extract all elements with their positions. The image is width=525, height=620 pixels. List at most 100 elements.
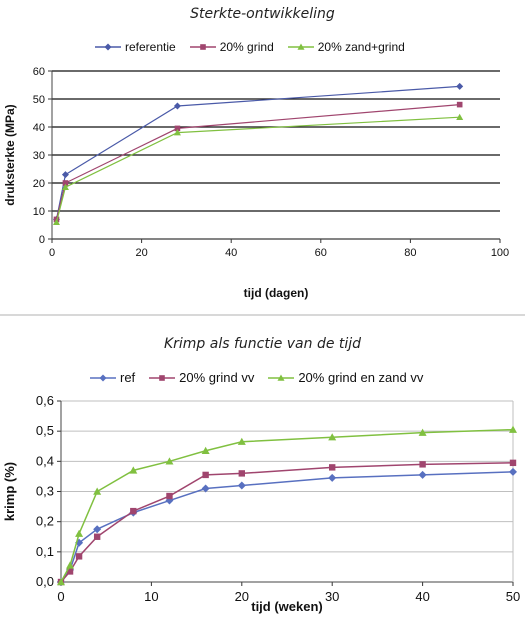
- legend-swatch: [149, 374, 176, 381]
- data-point: [62, 180, 69, 186]
- data-point: [202, 471, 209, 479]
- shrinkage-chart: 0,0 0,1 0,2 0,3 0,4 0,5 0,6 0 10 20 30 40 50 tijd (we…: [2, 393, 520, 614]
- y-tick-label: 0,0: [36, 574, 54, 589]
- series-line: [60, 471, 514, 583]
- series-20-grind-vv: [57, 459, 517, 586]
- y-tick-label: 0: [39, 234, 45, 246]
- legend-item: referentie: [95, 40, 176, 54]
- legend-item: 20% grind vv: [149, 370, 254, 385]
- data-point: [329, 464, 336, 471]
- legend-label: 20% grind vv: [179, 370, 255, 385]
- x-tick-label: 40: [415, 589, 429, 604]
- data-point: [129, 466, 138, 474]
- data-point: [418, 470, 427, 479]
- x-axis-label: tijd (dagen): [244, 286, 309, 300]
- x-tick-label: 20: [235, 589, 249, 604]
- legend-label: referentie: [125, 40, 176, 54]
- series-line: [60, 462, 514, 583]
- data-point: [328, 473, 337, 482]
- y-tick-label: 0,5: [36, 423, 54, 438]
- data-point: [456, 82, 464, 90]
- legend-item: 20% grind: [189, 40, 274, 54]
- x-tick-label: 80: [404, 247, 416, 259]
- data-point: [57, 578, 65, 586]
- data-point: [509, 425, 517, 433]
- data-point: [238, 470, 245, 477]
- chart-legend: referentie 20% grind 20% zand+grind: [95, 40, 405, 54]
- y-tick-label: 0,2: [36, 514, 54, 529]
- data-point: [61, 183, 69, 190]
- y-tick-label: 0,3: [36, 484, 54, 499]
- series-line: [60, 428, 514, 583]
- legend-swatch: [287, 43, 314, 50]
- y-tick-label: 50: [33, 94, 45, 106]
- legend-swatch: [268, 374, 295, 381]
- legend-swatch: [189, 44, 216, 50]
- series-referentie: [52, 82, 464, 223]
- data-point: [165, 457, 174, 465]
- strength-chart-panel: Sterkte-ontwikkeling referentie 20% grind…: [3, 6, 509, 300]
- x-tick-label: 20: [135, 247, 147, 259]
- series-ref: [57, 467, 517, 586]
- data-point: [456, 101, 463, 108]
- y-axis-label: druksterkte (MPa): [3, 104, 17, 205]
- x-axis-label: tijd (weken): [251, 599, 323, 614]
- legend-label: 20% grind: [219, 40, 274, 54]
- y-tick-label: 0,4: [36, 453, 54, 468]
- legend-item: 20% zand+grind: [287, 40, 405, 54]
- data-point: [456, 113, 464, 120]
- series-line: [55, 104, 460, 220]
- data-point: [165, 496, 174, 505]
- data-point: [237, 437, 246, 445]
- y-tick-label: 10: [33, 206, 45, 218]
- data-point: [418, 428, 427, 436]
- data-point: [328, 433, 337, 441]
- series-20-zand-grind: [52, 113, 464, 225]
- y-tick-label: 40: [33, 122, 45, 134]
- data-point: [509, 467, 517, 476]
- data-point: [93, 487, 102, 495]
- x-tick-label: 30: [325, 589, 339, 604]
- data-point: [201, 446, 210, 454]
- data-point: [130, 507, 137, 515]
- y-axis-label: krimp (%): [2, 462, 17, 521]
- legend-label: 20% zand+grind: [317, 40, 405, 54]
- divider: [0, 314, 525, 316]
- y-tick-label: 30: [33, 150, 45, 162]
- x-tick-label: 60: [315, 247, 327, 259]
- data-point: [509, 459, 517, 467]
- series-20-grind-en-zand-vv: [57, 425, 517, 586]
- x-tick-label: 100: [491, 247, 509, 259]
- series-line: [55, 116, 460, 223]
- y-tick-label: 0,1: [36, 544, 54, 559]
- shrinkage-chart-panel: Krimp als functie van de tijd ref 20% gri…: [0, 320, 525, 620]
- y-tick-label: 0,6: [36, 393, 54, 408]
- data-point: [93, 533, 101, 540]
- chart-legend: ref 20% grind vv 20% grind en zand vv: [90, 370, 423, 385]
- data-point: [66, 568, 74, 575]
- x-tick-label: 0: [57, 589, 64, 604]
- data-point: [75, 538, 84, 547]
- chart-title: Krimp als functie van de tijd: [163, 336, 362, 352]
- data-point: [237, 481, 246, 490]
- legend-swatch: [95, 43, 121, 51]
- data-point: [52, 218, 60, 225]
- data-point: [75, 529, 84, 537]
- legend-item: ref: [90, 370, 135, 385]
- x-tick-label: 40: [225, 247, 237, 259]
- data-point: [174, 125, 181, 132]
- y-tick-label: 60: [33, 66, 45, 78]
- legend-label: 20% grind en zand vv: [298, 370, 424, 385]
- data-point: [66, 561, 75, 569]
- legend-label: ref: [120, 370, 136, 385]
- data-point: [201, 484, 210, 493]
- legend-swatch: [90, 374, 116, 381]
- data-point: [93, 525, 102, 534]
- series-line: [55, 85, 460, 220]
- data-point: [419, 461, 426, 468]
- data-point: [75, 553, 83, 560]
- x-tick-label: 0: [49, 247, 55, 259]
- strength-chart: 0 10 20 30 40 50 60 0 20 40 60 80 100 tijd (dagen) dru…: [3, 66, 509, 300]
- data-point: [173, 129, 181, 136]
- data-point: [166, 492, 173, 500]
